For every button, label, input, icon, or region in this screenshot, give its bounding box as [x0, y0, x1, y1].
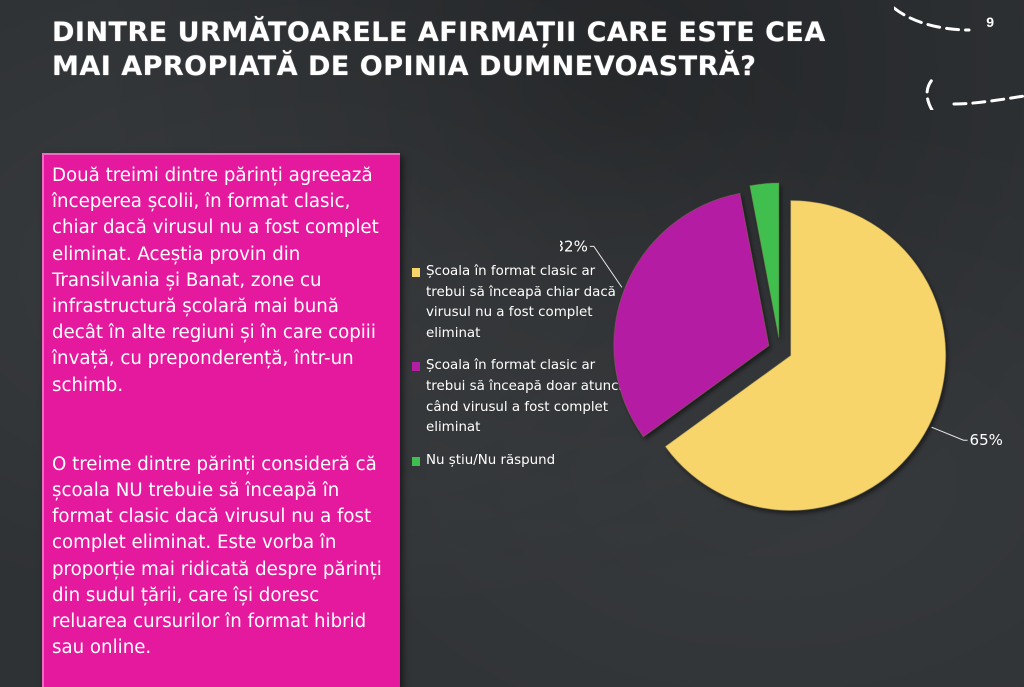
- page-title: DINTRE URMĂTOARELE AFIRMAȚII CARE ESTE C…: [52, 17, 826, 82]
- pie-slice-nu-stiu: [749, 182, 780, 339]
- insight-paragraph-2: O treime dintre părinți consideră că șco…: [52, 453, 382, 659]
- chart-legend: Școala în format clasic ar trebui să înc…: [412, 262, 627, 483]
- legend-label-nu-stiu: Nu știu/Nu răspund: [426, 452, 556, 468]
- chalk-dashed-decoration: [894, 6, 1024, 110]
- legend-item-clasic-chiar-daca: Școala în format clasic ar trebui să înc…: [412, 262, 627, 344]
- legend-swatch-purple: [412, 362, 420, 372]
- leader-line-clasic-chiar-daca: [931, 426, 968, 441]
- legend-swatch-green: [412, 456, 420, 466]
- legend-label-clasic-chiar-daca: Școala în format clasic ar trebui să înc…: [426, 264, 616, 341]
- legend-label-clasic-doar-atunci: Școala în format clasic ar trebui să înc…: [426, 358, 623, 436]
- insight-text-panel: Două treimi dintre părinți agreează înce…: [42, 153, 400, 687]
- page-number: 9: [986, 14, 994, 30]
- pie-chart: 65%32%3%: [560, 182, 1003, 511]
- pie-slice-clasic-doar-atunci: [613, 192, 770, 438]
- insight-paragraph-1: Două treimi dintre părinți agreează înce…: [52, 165, 379, 396]
- leader-line-clasic-doar-atunci: [589, 245, 623, 288]
- legend-item-clasic-doar-atunci: Școala în format clasic ar trebui să înc…: [412, 356, 627, 438]
- data-label-clasic-chiar-daca: 65%: [970, 431, 1003, 449]
- data-label-clasic-doar-atunci: 32%: [560, 237, 588, 255]
- legend-item-nu-stiu: Nu știu/Nu răspund: [412, 451, 627, 472]
- legend-swatch-yellow: [412, 268, 420, 277]
- pie-slice-clasic-chiar-daca: [664, 199, 947, 511]
